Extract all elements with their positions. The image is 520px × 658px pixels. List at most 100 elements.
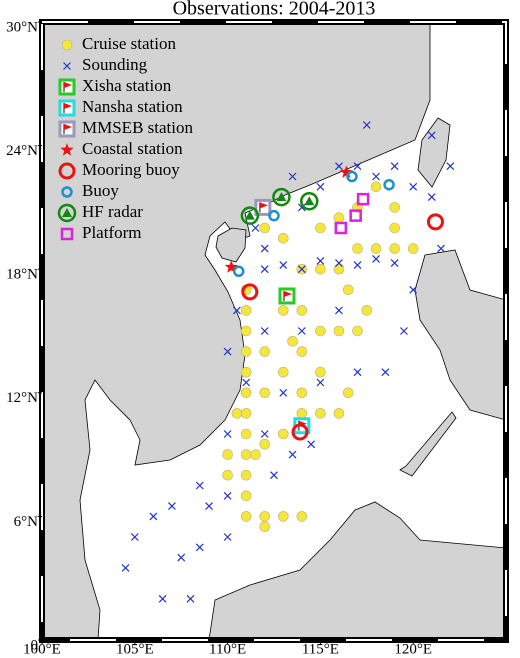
marker-cross (409, 182, 418, 191)
dot (342, 387, 354, 399)
marker-dot (315, 263, 326, 275)
marker-dot (259, 511, 271, 522)
marker-cross (427, 193, 436, 202)
dot (342, 284, 354, 296)
cross (390, 259, 399, 267)
land (42, 22, 506, 640)
marker-square (356, 192, 370, 206)
star (60, 143, 74, 156)
cross (307, 440, 316, 449)
marker-cross (223, 347, 232, 356)
marker-cross (409, 285, 418, 294)
flag-box (58, 78, 76, 96)
marker-cross (260, 265, 269, 274)
marker-dot (240, 366, 252, 378)
marker-cross (362, 121, 371, 129)
dot (240, 305, 252, 316)
marker-dot (296, 305, 308, 316)
dot (259, 521, 271, 533)
marker-triangle (240, 206, 260, 225)
flag-box (58, 99, 76, 117)
marker-cross (251, 224, 260, 232)
legend-label: Coastal station (82, 139, 183, 158)
dot (231, 408, 243, 419)
marker-cross (177, 553, 186, 562)
marker-dot (287, 335, 298, 347)
cross (149, 512, 158, 521)
lat-tick-label: 18°N (6, 267, 38, 283)
cross (223, 347, 232, 356)
marker-cross (270, 471, 278, 480)
marker-dot (342, 387, 354, 399)
square (356, 192, 370, 206)
marker-dot (259, 222, 271, 234)
dot (277, 366, 289, 378)
marker-small-ring (61, 186, 73, 198)
marker-cross (63, 62, 71, 70)
marker-cross (399, 327, 408, 335)
marker-dot (296, 511, 308, 522)
cross (260, 430, 269, 438)
marker-dot (277, 511, 289, 522)
legend-label: MMSEB station (82, 118, 193, 137)
ring (232, 265, 245, 278)
cross (158, 594, 167, 603)
marker-cross (260, 430, 269, 438)
lat-tick-label: 24°N (6, 143, 38, 159)
marker-dot (277, 366, 289, 378)
flag-cloth (64, 124, 72, 130)
marker-dot (240, 490, 252, 502)
dot (333, 408, 345, 419)
lon-tick-label: 120°E (394, 641, 432, 657)
flag-cloth (64, 103, 72, 109)
cross (260, 327, 269, 335)
dot (287, 335, 298, 347)
marker-small-ring (232, 265, 245, 278)
star (339, 165, 353, 178)
marker-cross (335, 306, 343, 315)
dot (333, 212, 345, 223)
cross (297, 203, 306, 212)
cross (335, 259, 343, 267)
marker-dot (240, 449, 252, 460)
marker-dot (61, 39, 73, 51)
lon-tick-label: 115°E (302, 641, 339, 657)
marker-dot (277, 305, 289, 316)
dot (315, 325, 326, 337)
palawan (399, 411, 457, 477)
marker-dot (352, 325, 363, 337)
cross (279, 388, 288, 397)
dot (259, 511, 271, 522)
marker-dot (259, 346, 271, 357)
observations (121, 121, 455, 603)
marker-dot (240, 305, 252, 316)
legend-label: Mooring buoy (82, 160, 180, 179)
marker-dot (370, 181, 382, 193)
dot (333, 263, 345, 275)
dot (259, 346, 271, 357)
cross (130, 533, 139, 541)
cross (297, 265, 306, 274)
cross (205, 502, 213, 511)
mainland (42, 22, 431, 640)
dot (277, 305, 289, 316)
marker-cross (288, 172, 297, 181)
marker-dot (333, 263, 345, 275)
cross (223, 491, 232, 500)
lon-tick-label: 100°E (23, 641, 61, 657)
marker-cross (279, 388, 288, 397)
dot (352, 325, 363, 337)
cross (297, 327, 306, 335)
flag-cloth (259, 202, 268, 209)
marker-flag (58, 99, 76, 117)
marker-ring (291, 423, 309, 441)
dot (389, 243, 400, 254)
marker-square (349, 209, 362, 222)
marker-cross (186, 594, 195, 603)
dot (240, 387, 252, 399)
cross (437, 244, 445, 253)
dot (315, 263, 326, 275)
dot (296, 511, 308, 522)
marker-cross (195, 543, 204, 552)
triangle-ring (240, 206, 260, 225)
